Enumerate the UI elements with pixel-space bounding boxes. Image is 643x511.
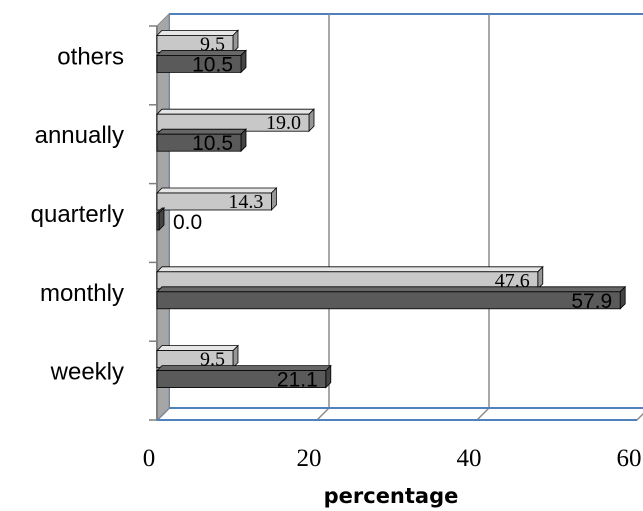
- x-tick-label: 60: [617, 445, 642, 472]
- category-label: weekly: [50, 359, 124, 386]
- bars-group: [156, 29, 627, 389]
- data-label: 14.3: [228, 191, 263, 213]
- category-label: quarterly: [31, 201, 124, 228]
- gridline-floor: [316, 407, 330, 421]
- bar-light-top: [156, 266, 544, 273]
- bar-dark: [156, 133, 242, 152]
- data-label: 0.0: [173, 211, 202, 234]
- x-tick-label: 20: [297, 445, 322, 472]
- data-label: 9.5: [200, 349, 225, 371]
- x-tick-label: 0: [143, 445, 156, 472]
- x-tick-label: 40: [457, 445, 482, 472]
- bar-dark: [156, 55, 242, 73]
- bar-dark: [156, 212, 160, 231]
- x-axis-title: percentage: [324, 484, 459, 508]
- bar-light-top: [156, 345, 239, 352]
- gridline-floor: [476, 407, 490, 421]
- labels-group: 0 20 40 60 weekly 9.5 21.1 monthly 47.6 57.9 quart…: [31, 33, 642, 472]
- data-label: 57.9: [571, 290, 612, 313]
- data-label: 9.5: [200, 33, 225, 55]
- bar-dark-top: [156, 286, 627, 293]
- bar-light: [156, 271, 539, 290]
- gridline-floor: [636, 412, 643, 421]
- category-label: others: [57, 43, 124, 70]
- bar-light: [156, 192, 272, 211]
- data-label: 47.6: [495, 270, 530, 292]
- data-label: 21.1: [277, 369, 318, 392]
- category-label: monthly: [40, 280, 124, 307]
- bar-light-top: [156, 29, 239, 36]
- bar-dark: [156, 370, 327, 389]
- bar-dark: [156, 291, 621, 310]
- data-label: 19.0: [266, 112, 301, 134]
- data-label: 10.5: [192, 53, 233, 76]
- category-label: annually: [35, 122, 124, 149]
- data-label: 10.5: [192, 132, 233, 155]
